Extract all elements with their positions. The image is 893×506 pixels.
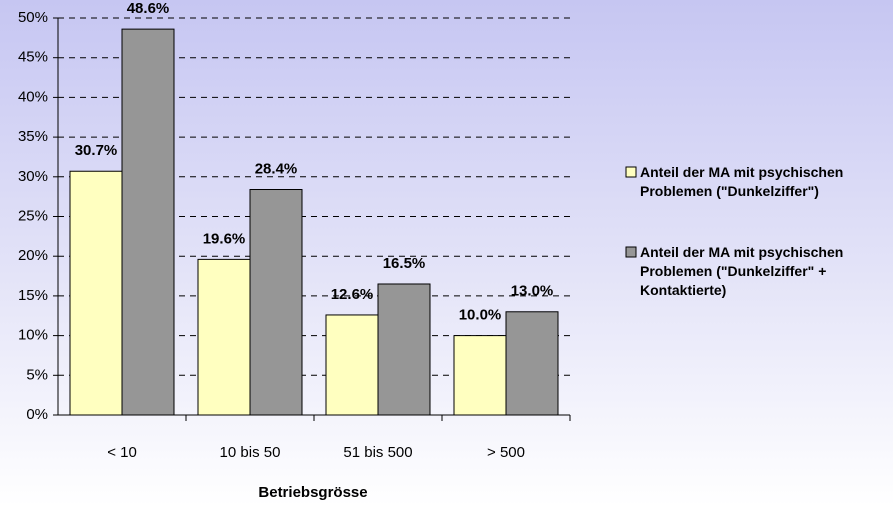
bar [69,170,123,416]
bar [249,189,303,416]
y-tick-label: 25% [18,207,48,224]
value-label: 16.5% [383,255,426,272]
value-label: 10.0% [459,307,502,324]
y-tick-label: 0% [26,406,48,423]
value-label: 19.6% [203,230,246,247]
x-tick-label: > 500 [487,444,525,461]
x-tick-label: 51 bis 500 [343,444,412,461]
bar [197,258,251,416]
y-tick-label: 20% [18,247,48,264]
bar [121,28,175,416]
value-label: 13.0% [511,283,554,300]
x-axis-label: Betriebsgrösse [258,484,367,501]
y-tick-label: 30% [18,168,48,185]
y-tick-label: 10% [18,327,48,344]
value-label: 48.6% [127,0,170,17]
x-tick-label: < 10 [107,444,137,461]
bar [505,311,559,416]
legend-entry: Anteil der MA mit psychischen Problemen … [640,164,844,199]
y-tick-label: 40% [18,88,48,105]
value-label: 30.7% [75,142,118,159]
bar [377,283,431,416]
y-tick-label: 5% [26,366,48,383]
legend-swatch [625,166,637,178]
x-tick-label: 10 bis 50 [220,444,281,461]
value-label: 28.4% [255,160,298,177]
legend-swatch [625,246,637,258]
y-tick-label: 50% [18,9,48,26]
y-tick-label: 45% [18,49,48,66]
bar [325,314,379,416]
bar [453,335,507,416]
y-tick-label: 35% [18,128,48,145]
legend-entry: Anteil der MA mit psychischen Problemen … [640,244,844,298]
value-label: 12.6% [331,286,374,303]
y-tick-label: 15% [18,287,48,304]
